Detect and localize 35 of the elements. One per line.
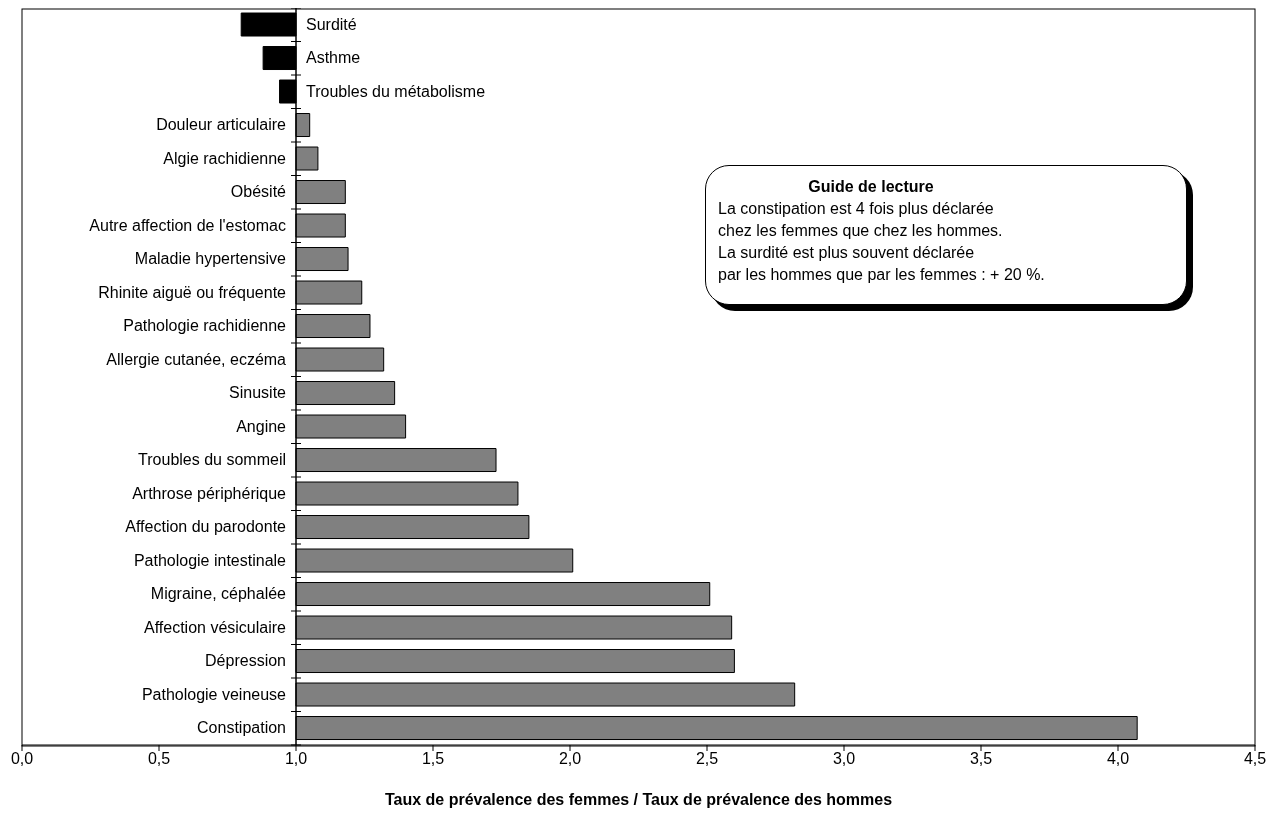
x-axis-title: Taux de prévalence des femmes / Taux de prévalence des hommes xyxy=(384,791,893,808)
y-tick-label: Affection vésiculaire xyxy=(144,618,287,636)
x-tick-label: 1,5 xyxy=(421,750,445,768)
y-tick-label: Troubles du métabolisme xyxy=(306,82,486,100)
x-tick-label: 0,0 xyxy=(10,750,34,768)
y-tick-label: Maladie hypertensive xyxy=(134,250,287,268)
y-tick-label: Obésité xyxy=(230,183,287,201)
x-tick-label: 2,0 xyxy=(558,750,582,768)
annotation: La constipation est 4 fois plus déclarée chez les femmes que chez les hommes. La surdité est plus souvent déclarée par les hommes que par les femmes : + 20 %. xyxy=(718,199,1046,285)
x-tick-label: 4,0 xyxy=(1106,750,1130,768)
y-tick-label: Allergie cutanée, eczéma xyxy=(106,350,287,368)
y-tick-label: Pathologie intestinale xyxy=(133,551,287,569)
x-tick-label: 3,5 xyxy=(969,750,993,768)
y-tick-label: Pathologie veineuse xyxy=(141,685,287,703)
y-tick-label: Constipation xyxy=(197,719,286,737)
y-tick-label: Pathologie rachidienne xyxy=(123,317,287,335)
y-tick-label: Douleur articulaire xyxy=(156,116,287,134)
y-tick-label: Autre affection de l'estomac xyxy=(89,216,286,234)
y-tick-label: Affection du parodonte xyxy=(125,518,287,536)
x-tick-label: 0,5 xyxy=(147,750,171,768)
y-tick-label: Migraine, céphalée xyxy=(150,585,287,603)
y-tick-label: Asthme xyxy=(306,49,361,67)
y-tick-label: Surdité xyxy=(306,15,357,33)
y-tick-label: Dépression xyxy=(205,652,286,670)
x-tick-label: 2,5 xyxy=(695,750,719,768)
x-tick-label: 3,0 xyxy=(832,750,856,768)
y-tick-label: Troubles du sommeil xyxy=(138,451,286,469)
y-tick-label: Rhinite aiguë ou fréquente xyxy=(98,283,287,301)
x-tick-label: 4,5 xyxy=(1243,750,1267,768)
x-tick-label: 1,0 xyxy=(284,750,308,768)
y-tick-label: Arthrose périphérique xyxy=(132,484,287,502)
y-tick-label: Sinusite xyxy=(229,384,287,402)
y-tick-label: Angine xyxy=(236,417,287,435)
annotation: Guide de lecture xyxy=(807,177,935,197)
y-tick-label: Algie rachidienne xyxy=(163,149,287,167)
